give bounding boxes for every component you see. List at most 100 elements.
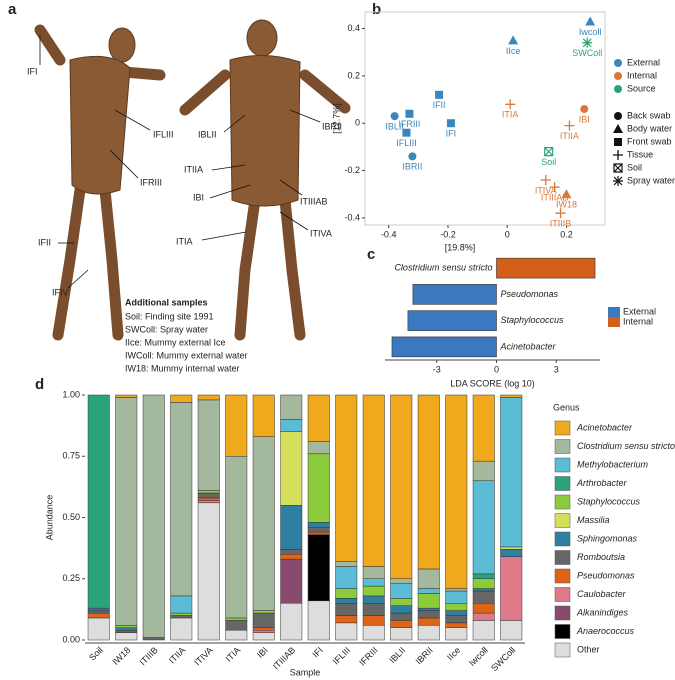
x-tick-label: ITIVA: [192, 645, 215, 668]
legend-swatch: [554, 550, 571, 565]
category-label: Pseudomonas: [500, 289, 558, 299]
legend-label: Massilia: [577, 515, 610, 525]
bar-segment: [335, 598, 358, 604]
y-tick-label: 0.4: [347, 23, 360, 33]
marker: [580, 105, 589, 114]
bar-segment: [445, 615, 468, 624]
x-tick-label: -0.2: [440, 229, 456, 239]
bar-segment: [500, 546, 523, 550]
point-label: IBRII: [402, 162, 422, 172]
x-tick-label: 3: [554, 364, 559, 374]
x-tick-label: IFLIII: [331, 645, 353, 667]
sample-label: IBLII: [198, 129, 217, 139]
bar-segment: [472, 578, 495, 589]
leader: [211, 164, 246, 171]
bar-segment: [307, 534, 330, 602]
plot-frame: [364, 11, 606, 226]
bar-segment: [417, 588, 440, 594]
y-tick-label: 0.25: [62, 573, 80, 583]
bar-segment: [362, 578, 385, 587]
sample-label: IFIV: [52, 287, 69, 297]
leader: [201, 231, 247, 241]
x-tick-label: ITIA: [224, 645, 243, 664]
bar-segment: [390, 583, 413, 599]
x-tick-label: IBLII: [387, 645, 407, 665]
bar-segment: [115, 394, 138, 398]
legend-swatch: [608, 317, 620, 327]
bar-segment: [417, 617, 440, 626]
bar-segment: [252, 394, 275, 437]
bar-segment: [335, 394, 358, 562]
legend-label: Back swab: [627, 110, 671, 120]
legend-swatch: [614, 85, 622, 93]
sample-label: IBRII: [322, 121, 342, 131]
legend-swatch: [554, 605, 571, 621]
bar-segment: [362, 566, 385, 579]
note-line: Soil: Finding site 1991: [125, 311, 214, 321]
bar: [496, 257, 596, 279]
legend-swatch: [554, 624, 571, 639]
x-tick-label: 0: [505, 229, 510, 239]
point-label: IFI: [446, 129, 457, 139]
bar-segment: [500, 397, 523, 548]
bar-segment: [472, 588, 495, 592]
bar-segment: [280, 549, 303, 555]
bar-segment: [87, 394, 110, 609]
marker: [613, 163, 623, 173]
bar-segment: [472, 603, 495, 614]
legend-label: Clostridium sensu stricto: [577, 441, 675, 451]
sample-label: IFI: [27, 66, 38, 76]
bar-segment: [472, 590, 495, 604]
point-label: IFLIII: [396, 138, 417, 148]
bar-segment: [170, 615, 193, 619]
legend-label: Acinetobacter: [576, 422, 633, 432]
bar-segment: [472, 573, 495, 579]
bar-segment: [280, 558, 303, 604]
y-tick-label: 0.75: [62, 451, 80, 461]
point-label: ITIIIAB: [541, 193, 569, 203]
sample-label: IFRIII: [140, 177, 162, 187]
bar-segment: [87, 612, 110, 619]
mummy-front: [34, 24, 166, 341]
marker: [561, 189, 572, 199]
point-label: IFII: [433, 100, 446, 110]
sample-label: IFII: [38, 237, 51, 247]
panel-label: d: [35, 376, 44, 393]
leader: [223, 114, 246, 133]
leader: [109, 149, 139, 179]
bar-segment: [390, 394, 413, 579]
bar-segment: [417, 625, 440, 641]
bar-segment: [225, 617, 248, 621]
legend-swatch: [608, 307, 620, 317]
bar-segment: [417, 610, 440, 619]
bar-segment: [197, 399, 220, 491]
note-line: IIce: Mummy external Ice: [125, 337, 226, 347]
bar-segment: [472, 480, 495, 575]
bar-segment: [170, 617, 193, 641]
sample-label: ITIIA: [184, 164, 203, 174]
bar-segment: [472, 620, 495, 641]
bar-segment: [252, 436, 275, 611]
bar-segment: [417, 568, 440, 589]
bar-segment: [225, 629, 248, 641]
marker: [613, 150, 623, 160]
bar-segment: [335, 622, 358, 641]
bar-segment: [252, 629, 275, 633]
leader: [279, 179, 303, 196]
bar-segment: [170, 394, 193, 403]
point-label: IFRIII: [398, 119, 420, 129]
bar-segment: [115, 625, 138, 628]
panel-a: a IFI IFLIII IFRIII IFII IFIV IBLII IBRI…: [8, 1, 351, 373]
bar-segment: [197, 502, 220, 641]
bar-segment: [472, 612, 495, 621]
y-tick-label: 0.00: [62, 634, 80, 644]
legend-label: Front swab: [627, 136, 672, 146]
bar-segment: [500, 556, 523, 621]
legend-swatch: [554, 420, 571, 436]
bar-segment: [197, 500, 220, 504]
bar-segment: [252, 612, 275, 628]
category-label: Staphylococcus: [500, 315, 564, 325]
marker: [508, 35, 519, 45]
point-label: ITIA: [502, 110, 519, 120]
legend-swatch: [554, 494, 571, 510]
